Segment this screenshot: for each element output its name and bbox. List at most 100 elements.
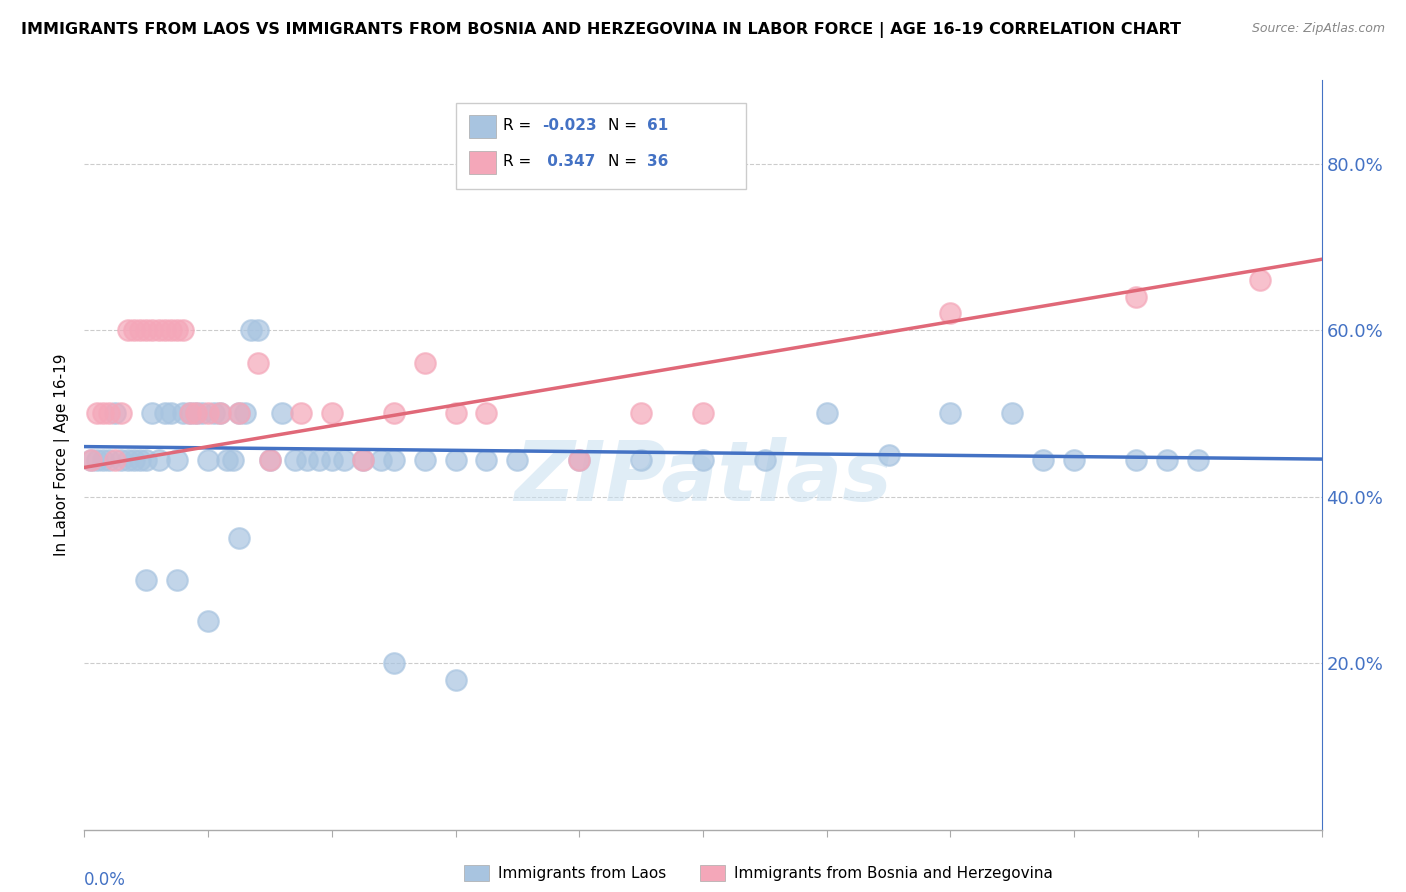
- Point: [129, 453, 152, 467]
- Bar: [470, 115, 496, 138]
- Point: [197, 406, 219, 420]
- Point: [308, 453, 330, 467]
- Point: [141, 323, 163, 337]
- Point: [166, 573, 188, 587]
- Point: [110, 406, 132, 420]
- Point: [86, 453, 108, 467]
- Point: [98, 453, 121, 467]
- Point: [122, 323, 145, 337]
- Point: [240, 323, 263, 337]
- Point: [122, 453, 145, 467]
- Point: [475, 453, 498, 467]
- Point: [197, 453, 219, 467]
- Point: [290, 406, 312, 420]
- Point: [815, 406, 838, 420]
- Point: [179, 406, 201, 420]
- Point: [271, 406, 294, 420]
- Point: [228, 406, 250, 420]
- Point: [117, 453, 139, 467]
- Point: [222, 453, 245, 467]
- Point: [630, 406, 652, 420]
- Point: [166, 453, 188, 467]
- Point: [166, 323, 188, 337]
- Point: [197, 615, 219, 629]
- Point: [1001, 406, 1024, 420]
- Point: [141, 406, 163, 420]
- Text: -0.023: -0.023: [543, 118, 596, 133]
- Point: [228, 406, 250, 420]
- Text: Immigrants from Laos: Immigrants from Laos: [498, 866, 666, 880]
- Point: [630, 453, 652, 467]
- Point: [284, 453, 307, 467]
- Point: [568, 453, 591, 467]
- Point: [209, 406, 232, 420]
- Point: [153, 406, 176, 420]
- Point: [1156, 453, 1178, 467]
- Point: [117, 323, 139, 337]
- Point: [1125, 453, 1147, 467]
- Point: [1187, 453, 1209, 467]
- Text: IMMIGRANTS FROM LAOS VS IMMIGRANTS FROM BOSNIA AND HERZEGOVINA IN LABOR FORCE | : IMMIGRANTS FROM LAOS VS IMMIGRANTS FROM …: [21, 22, 1181, 38]
- Point: [86, 406, 108, 420]
- Point: [259, 453, 281, 467]
- Point: [475, 406, 498, 420]
- Point: [506, 453, 529, 467]
- Text: 0.347: 0.347: [543, 153, 596, 169]
- Point: [246, 356, 269, 370]
- Point: [246, 323, 269, 337]
- Bar: [470, 152, 496, 174]
- Point: [172, 323, 194, 337]
- Point: [209, 406, 232, 420]
- Point: [259, 453, 281, 467]
- Point: [228, 531, 250, 545]
- Text: ZIPatlas: ZIPatlas: [515, 437, 891, 518]
- Point: [184, 406, 207, 420]
- Point: [413, 356, 436, 370]
- Point: [148, 323, 170, 337]
- Point: [91, 453, 114, 467]
- Point: [352, 453, 374, 467]
- Point: [179, 406, 201, 420]
- Point: [877, 448, 900, 462]
- Point: [91, 406, 114, 420]
- Point: [135, 453, 157, 467]
- Point: [1063, 453, 1085, 467]
- Point: [382, 656, 405, 670]
- Point: [202, 406, 225, 420]
- Point: [172, 406, 194, 420]
- Point: [160, 406, 183, 420]
- Point: [1125, 290, 1147, 304]
- Point: [754, 453, 776, 467]
- Point: [153, 323, 176, 337]
- Text: R =: R =: [502, 153, 536, 169]
- Point: [444, 453, 467, 467]
- Point: [191, 406, 214, 420]
- Point: [444, 406, 467, 420]
- Y-axis label: In Labor Force | Age 16-19: In Labor Force | Age 16-19: [55, 353, 70, 557]
- Point: [321, 406, 343, 420]
- Point: [79, 453, 101, 467]
- Point: [135, 573, 157, 587]
- Point: [333, 453, 356, 467]
- Text: N =: N =: [607, 153, 641, 169]
- Point: [321, 453, 343, 467]
- Point: [215, 453, 238, 467]
- Point: [370, 453, 392, 467]
- Point: [413, 453, 436, 467]
- Point: [444, 673, 467, 687]
- Point: [98, 406, 121, 420]
- FancyBboxPatch shape: [456, 103, 747, 189]
- Point: [110, 453, 132, 467]
- Point: [382, 453, 405, 467]
- Text: Immigrants from Bosnia and Herzegovina: Immigrants from Bosnia and Herzegovina: [734, 866, 1053, 880]
- Point: [104, 406, 127, 420]
- Text: N =: N =: [607, 118, 641, 133]
- Point: [382, 406, 405, 420]
- Point: [148, 453, 170, 467]
- Point: [568, 453, 591, 467]
- Point: [352, 453, 374, 467]
- Point: [1249, 273, 1271, 287]
- Text: 36: 36: [647, 153, 669, 169]
- Point: [692, 453, 714, 467]
- Point: [129, 323, 152, 337]
